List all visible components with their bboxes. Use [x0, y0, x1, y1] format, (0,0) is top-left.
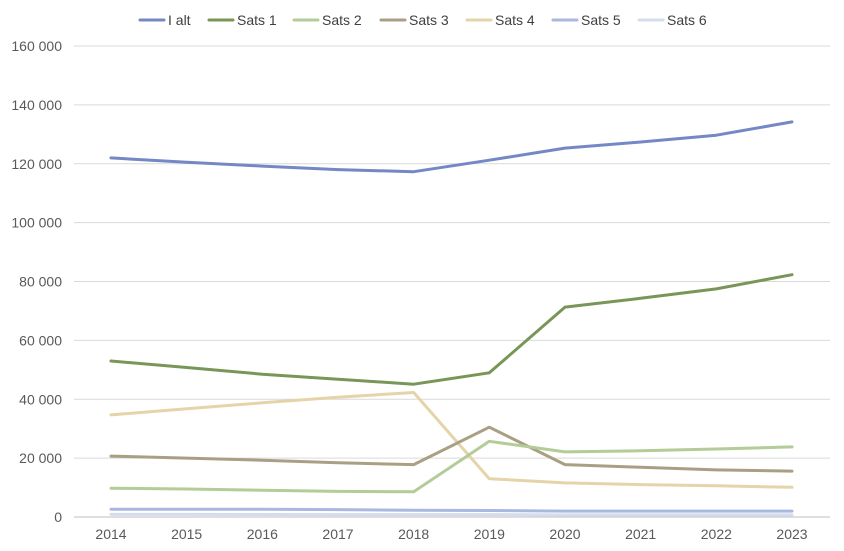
- x-tick-label: 2016: [247, 526, 278, 542]
- x-tick-label: 2019: [474, 526, 505, 542]
- y-tick-label: 60 000: [19, 332, 62, 348]
- legend: I alt Sats 1 Sats 2 Sats 3 Sats 4 Sats 5 Sats …: [138, 12, 707, 28]
- y-tick-label: 0: [54, 509, 62, 525]
- legend-item-sats-5: Sats 5: [551, 12, 621, 28]
- y-tick-label: 100 000: [11, 215, 62, 231]
- series-line-sats-1: [109, 273, 794, 386]
- x-tick-label: 2015: [171, 526, 202, 542]
- y-tick-label: 20 000: [19, 450, 62, 466]
- y-tick-label: 120 000: [11, 156, 62, 172]
- x-tick-label: 2020: [549, 526, 580, 542]
- legend-label: Sats 5: [581, 12, 621, 28]
- legend-item-sats-2: Sats 2: [292, 12, 362, 28]
- series-line-sats-3: [109, 425, 794, 473]
- x-tick-label: 2014: [95, 526, 126, 542]
- legend-label: Sats 3: [409, 12, 449, 28]
- series-line-sats-2: [109, 439, 794, 494]
- x-tick-label: 2023: [776, 526, 807, 542]
- legend-label: Sats 1: [237, 12, 277, 28]
- y-axis: 0 20 000 40 000 60 000 80 000 100 000 120 000 1…: [11, 38, 62, 525]
- series-lines: [109, 120, 794, 517]
- x-tick-label: 2021: [625, 526, 656, 542]
- series-line-sats-5: [109, 507, 794, 513]
- y-tick-label: 40 000: [19, 391, 62, 407]
- legend-item-i-alt: I alt: [138, 12, 191, 28]
- y-tick-label: 140 000: [11, 97, 62, 113]
- series-line-sats-4: [109, 391, 794, 489]
- legend-label: Sats 6: [667, 12, 707, 28]
- x-tick-label: 2022: [701, 526, 732, 542]
- legend-item-sats-6: Sats 6: [637, 12, 707, 28]
- x-axis: 2014 2015 2016 2017 2018 2019 2020 2021 2022 2023: [95, 526, 807, 542]
- series-line-i-alt: [109, 120, 794, 174]
- legend-label: I alt: [168, 12, 191, 28]
- legend-item-sats-3: Sats 3: [379, 12, 449, 28]
- legend-item-sats-1: Sats 1: [207, 12, 277, 28]
- legend-label: Sats 2: [322, 12, 362, 28]
- x-tick-label: 2017: [322, 526, 353, 542]
- legend-label: Sats 4: [495, 12, 535, 28]
- y-tick-label: 160 000: [11, 38, 62, 54]
- x-tick-label: 2018: [398, 526, 429, 542]
- series-line-sats-6: [109, 512, 794, 517]
- y-tick-label: 80 000: [19, 274, 62, 290]
- legend-item-sats-4: Sats 4: [465, 12, 535, 28]
